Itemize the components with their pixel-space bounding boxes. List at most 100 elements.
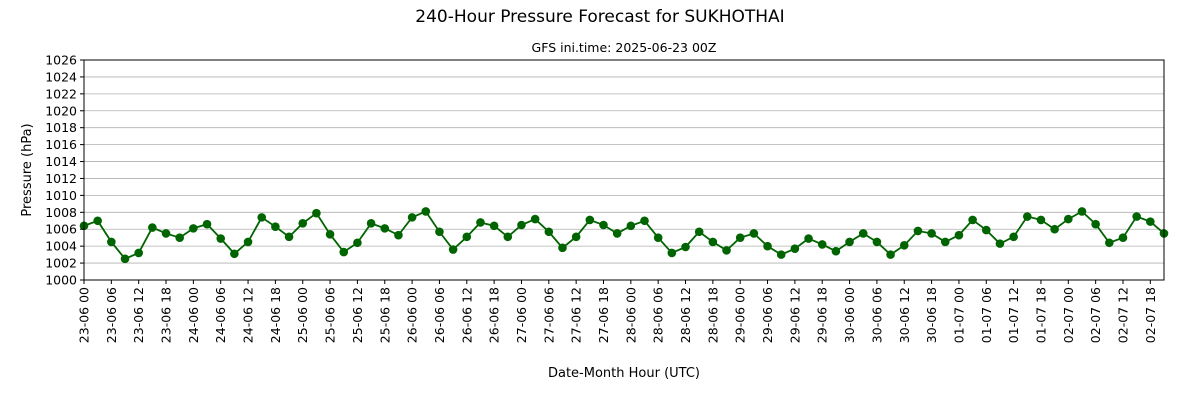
data-point xyxy=(749,229,759,238)
x-tick-label: 26-06 00 xyxy=(405,287,420,343)
x-tick-label: 29-06 00 xyxy=(733,287,748,343)
data-point xyxy=(175,233,184,242)
data-point xyxy=(462,232,472,242)
data-point xyxy=(476,218,485,227)
x-tick-label: 01-07 12 xyxy=(1006,287,1021,343)
chart-title: 240-Hour Pressure Forecast for SUKHOTHAI xyxy=(415,7,784,27)
x-tick-label: 27-06 12 xyxy=(569,287,584,343)
data-point xyxy=(735,233,745,242)
y-tick-label: 1000 xyxy=(45,273,77,288)
data-point xyxy=(189,224,198,233)
data-point xyxy=(1077,207,1087,216)
data-point xyxy=(93,216,102,226)
data-point xyxy=(886,250,895,259)
data-point xyxy=(353,238,362,248)
x-tick-label: 23-06 00 xyxy=(77,287,92,343)
data-point xyxy=(435,227,444,237)
data-point xyxy=(202,219,212,229)
data-point xyxy=(1118,233,1128,242)
x-tick-label: 26-06 12 xyxy=(459,287,474,343)
data-point xyxy=(612,229,622,238)
data-point xyxy=(366,219,376,228)
data-point xyxy=(940,237,950,247)
data-point xyxy=(681,242,690,252)
x-tick-label: 24-06 06 xyxy=(213,287,228,343)
data-point xyxy=(776,250,786,259)
data-point xyxy=(968,215,977,225)
x-tick-label: 30-06 18 xyxy=(924,287,939,343)
x-tick-label: 26-06 18 xyxy=(487,287,502,343)
data-point xyxy=(1091,219,1100,229)
x-axis: 23-06 00 23-06 06 23-06 12 23-06 18 24-06 00… xyxy=(77,280,1158,343)
x-tick-label: 28-06 06 xyxy=(651,287,666,343)
y-tick-label: 1024 xyxy=(45,69,77,84)
data-point xyxy=(107,237,116,247)
data-point xyxy=(995,239,1005,248)
x-axis-label: Date-Month Hour (UTC) xyxy=(548,366,700,381)
y-tick-label: 1022 xyxy=(45,86,77,101)
data-point xyxy=(558,243,567,253)
x-tick-label: 23-06 12 xyxy=(131,287,146,343)
data-point xyxy=(981,225,991,235)
x-tick-label: 24-06 12 xyxy=(241,287,256,343)
x-tick-label: 02-07 06 xyxy=(1088,287,1103,343)
x-tick-label: 28-06 00 xyxy=(623,287,638,343)
data-point xyxy=(284,232,294,242)
x-tick-label: 24-06 00 xyxy=(186,287,201,343)
data-point xyxy=(571,232,581,242)
x-tick-label: 25-06 06 xyxy=(323,287,338,343)
data-point xyxy=(503,232,513,242)
data-point xyxy=(517,220,526,230)
x-tick-label: 26-06 06 xyxy=(432,287,447,343)
data-point xyxy=(257,213,267,222)
x-tick-label: 02-07 12 xyxy=(1115,287,1130,343)
data-point xyxy=(120,254,130,264)
data-point xyxy=(312,208,321,218)
data-point xyxy=(872,237,882,247)
data-point xyxy=(626,221,636,231)
y-tick-label: 1006 xyxy=(45,222,77,237)
y-tick-label: 1004 xyxy=(45,239,77,254)
data-point xyxy=(1146,217,1155,226)
data-point xyxy=(708,237,718,247)
data-point xyxy=(161,229,171,238)
x-tick-label: 02-07 18 xyxy=(1143,287,1158,343)
data-point xyxy=(1009,232,1018,242)
data-point xyxy=(489,221,499,231)
data-point xyxy=(134,248,143,258)
data-point xyxy=(339,247,349,257)
data-point xyxy=(298,219,308,228)
x-tick-label: 25-06 18 xyxy=(377,287,392,343)
y-tick-label: 1018 xyxy=(45,120,77,135)
data-point xyxy=(640,216,649,226)
x-tick-label: 28-06 18 xyxy=(705,287,720,343)
x-tick-label: 25-06 12 xyxy=(350,287,365,343)
data-point xyxy=(899,241,909,250)
data-point xyxy=(148,223,157,232)
x-tick-label: 24-06 18 xyxy=(268,287,283,343)
data-point xyxy=(817,240,827,249)
y-tick-label: 1020 xyxy=(45,103,77,118)
data-point xyxy=(448,245,458,254)
x-tick-label: 27-06 18 xyxy=(596,287,611,343)
y-tick-label: 1012 xyxy=(45,171,77,186)
x-tick-label: 27-06 00 xyxy=(514,287,529,343)
data-point xyxy=(858,229,868,238)
y-tick-label: 1010 xyxy=(45,188,77,203)
x-tick-label: 25-06 00 xyxy=(295,287,310,343)
data-point xyxy=(243,237,253,247)
data-point xyxy=(763,241,772,251)
data-point xyxy=(667,248,677,258)
chart-subtitle: GFS ini.time: 2025-06-23 00Z xyxy=(532,40,717,55)
data-point xyxy=(216,234,226,243)
x-tick-label: 28-06 12 xyxy=(678,287,693,343)
data-point xyxy=(380,224,390,233)
data-point xyxy=(790,244,800,253)
x-tick-label: 29-06 12 xyxy=(787,287,802,343)
data-point xyxy=(1036,215,1046,225)
x-tick-label: 29-06 18 xyxy=(815,287,830,343)
data-point xyxy=(804,234,813,243)
data-point xyxy=(325,230,335,239)
data-point xyxy=(599,220,608,230)
